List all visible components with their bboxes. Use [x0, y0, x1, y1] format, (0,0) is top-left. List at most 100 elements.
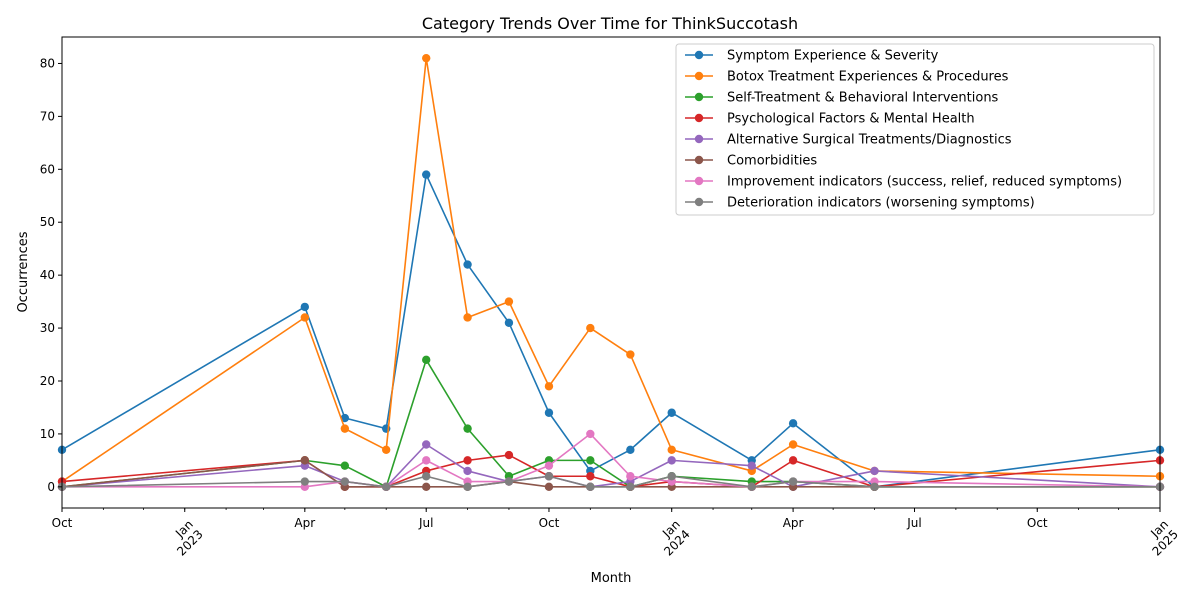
y-axis: 0 10 20 30 40 50 60 70 80 — [40, 56, 62, 494]
data-point — [422, 456, 431, 465]
data-point — [544, 472, 554, 481]
x-tick-label: Oct — [52, 516, 73, 530]
legend-label: Psychological Factors & Mental Health — [727, 112, 975, 127]
data-point — [340, 413, 350, 423]
legend-label: Improvement indicators (success, relief,… — [727, 175, 1122, 190]
data-point — [463, 424, 472, 433]
data-point — [788, 456, 798, 465]
data-point — [626, 445, 635, 454]
data-point — [667, 456, 676, 465]
legend-item: Psychological Factors & Mental Health — [685, 112, 975, 127]
data-point — [870, 466, 879, 476]
x-tick-label: Jul — [418, 516, 433, 530]
data-point — [870, 482, 879, 492]
data-point — [788, 477, 798, 486]
legend-marker — [694, 155, 704, 165]
data-point — [340, 461, 350, 470]
legend-item: Self-Treatment & Behavioral Intervention… — [685, 91, 999, 106]
legend-item: Comorbidities — [685, 154, 817, 169]
data-point — [463, 482, 472, 492]
data-point — [463, 313, 472, 322]
y-tick-label: 10 — [40, 427, 55, 441]
y-tick-label: 20 — [40, 374, 55, 388]
legend-label: Symptom Experience & Severity — [727, 49, 939, 64]
x-axis-label: Month — [591, 571, 632, 586]
series — [57, 472, 1165, 492]
data-point — [626, 482, 635, 492]
data-point — [747, 461, 756, 470]
data-point — [544, 408, 554, 417]
data-point — [463, 456, 472, 465]
chart-title: Category Trends Over Time for ThinkSucco… — [422, 14, 798, 33]
data-point — [340, 477, 350, 486]
data-point — [667, 472, 676, 481]
data-point — [422, 355, 431, 365]
x-tick-label: Apr — [783, 516, 804, 530]
legend-label: Comorbidities — [727, 154, 817, 169]
data-point — [586, 323, 595, 333]
legend-label: Deterioration indicators (worsening symp… — [727, 196, 1035, 211]
data-point — [463, 466, 472, 476]
data-point — [381, 482, 391, 492]
data-point — [788, 419, 798, 428]
data-point — [504, 477, 514, 486]
data-point — [747, 482, 756, 492]
data-point — [626, 472, 635, 481]
series-layer — [57, 53, 1165, 492]
data-point — [300, 456, 310, 465]
legend-label: Self-Treatment & Behavioral Intervention… — [727, 91, 999, 106]
y-tick-label: 40 — [40, 268, 55, 282]
plot-frame — [61, 36, 1161, 509]
x-tick-label: Oct — [1027, 516, 1048, 530]
legend-label: Alternative Surgical Treatments/Diagnost… — [727, 133, 1012, 148]
data-point — [544, 382, 554, 391]
data-point — [300, 477, 310, 486]
y-tick-label: 0 — [47, 480, 55, 494]
data-point — [586, 472, 595, 481]
legend-frame — [675, 43, 1155, 216]
data-point — [626, 350, 635, 359]
x-tick-label: Jul — [906, 516, 921, 530]
data-point — [422, 440, 431, 449]
legend-item: Improvement indicators (success, relief,… — [685, 175, 1122, 190]
legend-marker — [694, 113, 704, 123]
legend-item: Deterioration indicators (worsening symp… — [685, 196, 1035, 211]
legend-item: Botox Treatment Experiences & Procedures — [685, 70, 1009, 85]
legend-item: Alternative Surgical Treatments/Diagnost… — [685, 133, 1012, 148]
legend-marker — [694, 71, 704, 81]
legend: Symptom Experience & Severity Botox Treat… — [675, 43, 1155, 216]
data-point — [504, 297, 514, 306]
data-point — [422, 170, 431, 179]
series — [57, 170, 1165, 492]
legend-marker — [694, 176, 704, 186]
data-point — [463, 260, 472, 269]
data-point — [586, 429, 595, 439]
data-point — [788, 440, 798, 449]
data-point — [586, 456, 595, 465]
y-tick-label: 60 — [40, 162, 55, 176]
y-tick-label: 70 — [40, 109, 55, 123]
data-point — [381, 445, 391, 454]
data-point — [504, 450, 514, 460]
data-point — [667, 408, 676, 417]
data-point — [504, 318, 514, 327]
data-point — [300, 302, 310, 312]
data-point — [422, 53, 431, 63]
x-tick-label: Oct — [539, 516, 560, 530]
y-axis-label: Occurrences — [16, 231, 31, 312]
data-point — [667, 445, 676, 454]
legend-marker — [694, 92, 704, 102]
legend-item: Symptom Experience & Severity — [685, 49, 939, 64]
y-tick-label: 80 — [40, 56, 55, 70]
legend-marker — [694, 134, 704, 144]
data-point — [300, 313, 310, 322]
data-point — [544, 461, 554, 470]
x-tick-label: Apr — [294, 516, 315, 530]
legend-marker — [694, 197, 704, 207]
data-point — [340, 424, 350, 433]
y-tick-label: 50 — [40, 215, 55, 229]
data-point — [544, 482, 554, 492]
y-tick-label: 30 — [40, 321, 55, 335]
legend-label: Botox Treatment Experiences & Procedures — [727, 70, 1009, 85]
